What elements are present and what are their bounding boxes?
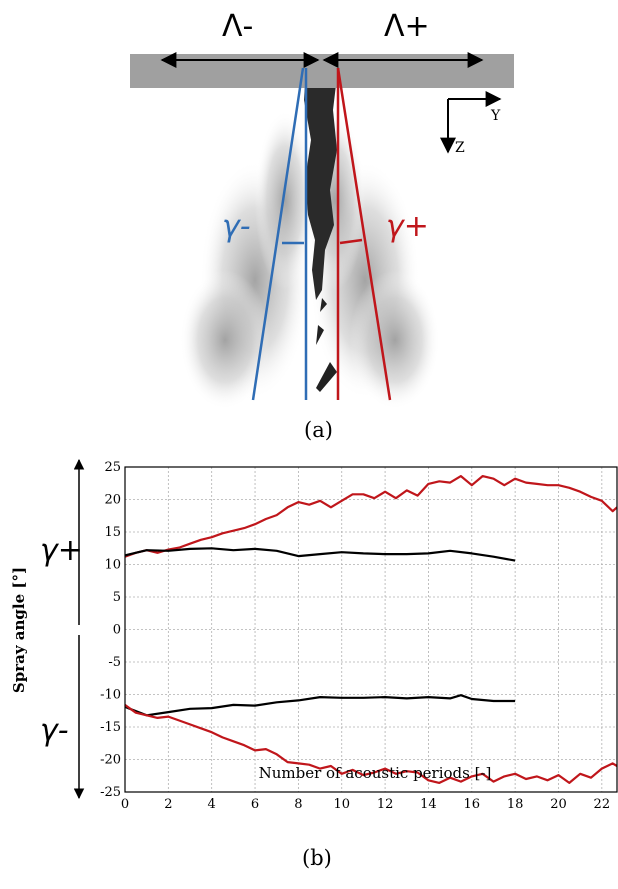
y-tick-label: 10 xyxy=(104,558,121,573)
y-tick-label: -20 xyxy=(100,753,121,768)
series-line-1 xyxy=(124,547,516,562)
y-tick-label: -10 xyxy=(100,688,121,703)
y-tick-label: 0 xyxy=(113,623,121,638)
series-line-3 xyxy=(124,704,618,784)
x-tick-label: 18 xyxy=(507,797,524,812)
x-tick-label: 8 xyxy=(294,797,302,812)
y-tick-label: 20 xyxy=(104,493,121,508)
x-tick-label: 2 xyxy=(164,797,172,812)
gamma-plus-lines xyxy=(336,67,392,401)
y-axis-label: Spray angle [°] xyxy=(10,567,28,693)
gamma-plus-label: γ+ xyxy=(386,209,429,244)
x-tick-label: 10 xyxy=(333,797,350,812)
y-tick-label: -15 xyxy=(100,720,121,735)
gamma-plus-side-label: γ+ xyxy=(40,533,83,568)
y-tick-label: -5 xyxy=(108,655,121,670)
spray-angle-chart: 0 2 4 6 8 10 12 14 16 18 20 22 25 20 15 10 5 0 -5 -10 -15 -2… xyxy=(10,458,618,812)
y-tick-label: 5 xyxy=(113,590,121,605)
x-tick-label: 4 xyxy=(208,797,216,812)
series-line-2 xyxy=(124,694,516,717)
coordinate-axes xyxy=(440,91,502,154)
axis-z-label: Z xyxy=(455,140,465,156)
lambda-minus-label: Λ- xyxy=(222,9,253,44)
gamma-minus-side-label: γ- xyxy=(40,713,69,748)
x-tick-label: 22 xyxy=(594,797,611,812)
y-ticks: 25 20 15 10 5 0 -5 -10 -15 -20 -25 xyxy=(100,460,121,800)
spray-schematic: Λ- Λ+ γ- γ+ Y Z xyxy=(130,9,514,410)
x-ticks: 0 2 4 6 8 10 12 14 16 18 20 22 xyxy=(121,797,610,812)
plot-frame xyxy=(124,466,618,793)
liquid-fragments xyxy=(316,298,337,392)
grid xyxy=(125,467,617,792)
lambda-plus-label: Λ+ xyxy=(384,9,430,44)
liquid-sheet xyxy=(304,68,338,300)
x-tick-label: 0 xyxy=(121,797,129,812)
series-group xyxy=(124,475,618,784)
gamma-minus-lines xyxy=(251,67,308,401)
y-tick-label: -25 xyxy=(100,785,121,800)
caption-b: (b) xyxy=(302,846,332,870)
y-tick-label: 15 xyxy=(104,525,121,540)
x-tick-label: 20 xyxy=(550,797,567,812)
x-tick-label: 16 xyxy=(464,797,481,812)
x-tick-label: 14 xyxy=(420,797,437,812)
y-tick-label: 25 xyxy=(104,460,121,475)
axis-y-label: Y xyxy=(490,108,501,124)
x-axis-label: Number of acoustic periods [-] xyxy=(259,764,492,782)
caption-a: (a) xyxy=(304,418,333,442)
gamma-minus-label: γ- xyxy=(222,209,251,244)
x-tick-label: 12 xyxy=(377,797,394,812)
x-tick-label: 6 xyxy=(251,797,259,812)
series-line-0 xyxy=(124,475,618,558)
